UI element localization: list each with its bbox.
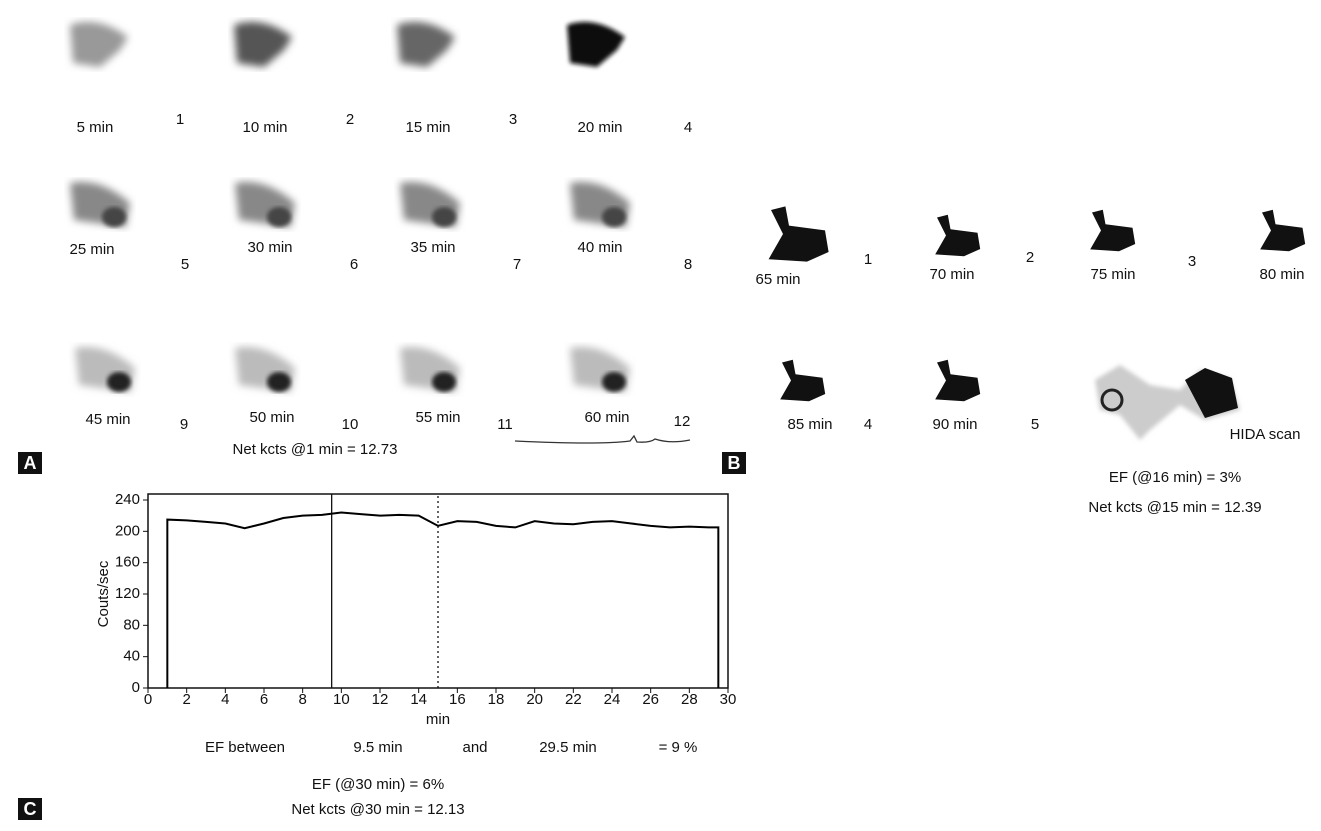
x-tick-label: 18 (488, 691, 505, 708)
x-axis-label: min (426, 711, 450, 728)
x-tick-label: 12 (372, 691, 389, 708)
scan-image (267, 372, 291, 392)
frame-time: 70 min (929, 266, 974, 283)
squiggle (515, 436, 690, 443)
frame-index: 4 (684, 119, 692, 136)
frame-time: 60 min (584, 409, 629, 426)
data-line (167, 513, 718, 688)
page: { "panel_a": {"letter": "A", "frames": [… (0, 0, 1321, 826)
y-tick-label: 80 (123, 616, 140, 633)
frame-index: 8 (684, 256, 692, 273)
frame-time: 80 min (1259, 266, 1304, 283)
y-tick-label: 160 (115, 554, 140, 571)
x-tick-label: 10 (333, 691, 350, 708)
annotation: and (462, 739, 487, 756)
scan-image (1090, 210, 1135, 251)
frame-time: 85 min (787, 416, 832, 433)
frame-index: 9 (180, 416, 188, 433)
x-tick-label: 6 (260, 691, 268, 708)
frame-time: 5 min (77, 119, 114, 136)
panel-letter: C (24, 799, 37, 819)
scan-image (935, 215, 980, 256)
scan-image (397, 22, 455, 67)
frame-time: 55 min (415, 409, 460, 426)
scan-image (70, 22, 128, 67)
x-tick-label: 20 (526, 691, 543, 708)
frame-time: 75 min (1090, 266, 1135, 283)
frame-time: 15 min (405, 119, 450, 136)
frame-index: 7 (513, 256, 521, 273)
frame-index: 12 (674, 413, 691, 430)
frame-time: 65 min (755, 271, 800, 288)
scan-image (267, 207, 291, 227)
frame-index: 1 (176, 111, 184, 128)
scan-image (234, 22, 292, 67)
frame-index: 6 (350, 256, 358, 273)
x-tick-label: 4 (221, 691, 229, 708)
net-kcts: Net kcts @15 min = 12.39 (1088, 499, 1261, 516)
x-tick-label: 22 (565, 691, 582, 708)
frame-index: 3 (509, 111, 517, 128)
frame-time: 30 min (247, 239, 292, 256)
scan-image (780, 360, 825, 401)
frame-time: 50 min (249, 409, 294, 426)
frame-index: 1 (864, 251, 872, 268)
scan-image (102, 207, 126, 227)
x-tick-label: 28 (681, 691, 698, 708)
net-kcts: Net kcts @1 min = 12.73 (233, 441, 398, 458)
scan-image (1260, 210, 1305, 251)
frame-index: 2 (346, 111, 354, 128)
scan-image (602, 372, 626, 392)
x-tick-label: 8 (298, 691, 306, 708)
frame-index: 3 (1188, 253, 1196, 270)
annotation: 29.5 min (539, 739, 597, 756)
frame-index: 2 (1026, 249, 1034, 266)
y-tick-label: 120 (115, 585, 140, 602)
annotation: = 9 % (659, 739, 698, 756)
frame-time: 90 min (932, 416, 977, 433)
annotation: EF (@30 min) = 6% (312, 776, 444, 793)
scan-image (567, 22, 625, 67)
y-tick-label: 0 (132, 679, 140, 696)
frame-index: 4 (864, 416, 872, 433)
annotation: Net kcts @30 min = 12.13 (291, 801, 464, 818)
panel-letter: A (24, 453, 37, 473)
x-tick-label: 14 (410, 691, 427, 708)
x-tick-label: 0 (144, 691, 152, 708)
frame-index: 5 (181, 256, 189, 273)
figure: A B C Net kcts @1 min = 12.73 HIDA scan … (0, 0, 1321, 826)
frame-time: 40 min (577, 239, 622, 256)
frame-time: 25 min (69, 241, 114, 258)
frame-time: 45 min (85, 411, 130, 428)
frame-index: 10 (342, 416, 359, 433)
y-tick-label: 40 (123, 648, 140, 665)
scan-image (602, 207, 626, 227)
panel-letter: B (728, 453, 741, 473)
scan-image (432, 372, 456, 392)
annotation: EF between (205, 739, 285, 756)
x-tick-label: 16 (449, 691, 466, 708)
y-tick-label: 200 (115, 522, 140, 539)
x-tick-label: 30 (720, 691, 737, 708)
scan-image (935, 360, 980, 401)
scan-image (432, 207, 456, 227)
annotation: 9.5 min (353, 739, 402, 756)
x-tick-label: 2 (182, 691, 190, 708)
scan-image (107, 372, 131, 392)
y-tick-label: 240 (115, 491, 140, 508)
hida-label: HIDA scan (1230, 426, 1301, 443)
scan-image (769, 206, 829, 261)
frame-index: 5 (1031, 416, 1039, 433)
ef-text: EF (@16 min) = 3% (1109, 469, 1241, 486)
frame-time: 20 min (577, 119, 622, 136)
y-axis-label: Couts/sec (95, 560, 112, 627)
x-tick-label: 24 (604, 691, 621, 708)
frame-time: 35 min (410, 239, 455, 256)
x-tick-label: 26 (642, 691, 659, 708)
frame-index: 11 (497, 416, 513, 433)
frame-time: 10 min (242, 119, 287, 136)
